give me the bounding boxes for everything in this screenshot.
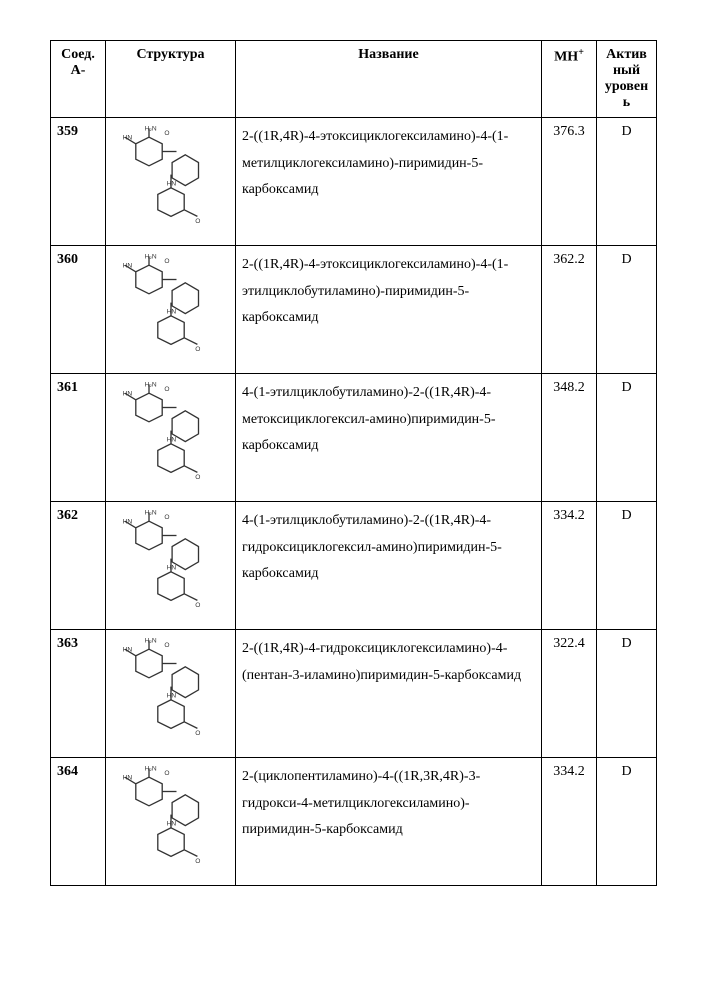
svg-text:H₂N: H₂N xyxy=(144,510,156,517)
cell-name: 4-(1-этилциклобутиламино)-2-((1R,4R)-4-г… xyxy=(236,502,542,630)
table-body: 359 H₂N O HN HN O 2-((1R,4R)-4-этоксицик… xyxy=(51,118,657,886)
cell-mh: 362.2 xyxy=(542,246,597,374)
table-row: 362 H₂N O HN HN O 4-(1-этилциклобутилами… xyxy=(51,502,657,630)
cell-id: 360 xyxy=(51,246,106,374)
svg-text:O: O xyxy=(164,386,169,393)
cell-activity: D xyxy=(597,630,657,758)
cell-id: 361 xyxy=(51,374,106,502)
svg-text:O: O xyxy=(164,514,169,521)
cell-id: 359 xyxy=(51,118,106,246)
svg-text:H₂N: H₂N xyxy=(144,766,156,773)
structure-diagram: H₂N O HN HN O xyxy=(116,764,226,874)
svg-text:HN: HN xyxy=(122,518,132,525)
svg-text:O: O xyxy=(164,770,169,777)
structure-diagram: H₂N O HN HN O xyxy=(116,636,226,746)
svg-text:HN: HN xyxy=(166,309,176,316)
structure-diagram: H₂N O HN HN O xyxy=(116,252,226,362)
cell-activity: D xyxy=(597,374,657,502)
svg-text:O: O xyxy=(164,642,169,649)
header-mh: MH+ xyxy=(542,41,597,118)
cell-structure: H₂N O HN HN O xyxy=(106,502,236,630)
table-row: 360 H₂N O HN HN O 2-((1R,4R)-4-этоксицик… xyxy=(51,246,657,374)
cell-activity: D xyxy=(597,758,657,886)
cell-structure: H₂N O HN HN O xyxy=(106,118,236,246)
svg-text:HN: HN xyxy=(122,646,132,653)
svg-text:HN: HN xyxy=(122,134,132,141)
cell-activity: D xyxy=(597,246,657,374)
cell-structure: H₂N O HN HN O xyxy=(106,630,236,758)
table-header-row: Соед. A- Структура Название MH+ Актив ны… xyxy=(51,41,657,118)
svg-text:O: O xyxy=(195,346,200,353)
cell-mh: 334.2 xyxy=(542,502,597,630)
cell-structure: H₂N O HN HN O xyxy=(106,246,236,374)
table-row: 361 H₂N O HN HN O 4-(1-этилциклобутилами… xyxy=(51,374,657,502)
svg-text:HN: HN xyxy=(166,565,176,572)
cell-name: 2-((1R,4R)-4-этоксициклогексиламино)-4-(… xyxy=(236,118,542,246)
svg-text:H₂N: H₂N xyxy=(144,638,156,645)
svg-text:H₂N: H₂N xyxy=(144,382,156,389)
svg-text:HN: HN xyxy=(166,693,176,700)
svg-text:H₂N: H₂N xyxy=(144,254,156,261)
cell-activity: D xyxy=(597,118,657,246)
svg-text:O: O xyxy=(164,258,169,265)
svg-text:H₂N: H₂N xyxy=(144,126,156,133)
cell-mh: 322.4 xyxy=(542,630,597,758)
table-row: 364 H₂N O HN HN O 2-(циклопентиламино)-4… xyxy=(51,758,657,886)
header-structure: Структура xyxy=(106,41,236,118)
cell-name: 2-((1R,4R)-4-этоксициклогексиламино)-4-(… xyxy=(236,246,542,374)
svg-text:O: O xyxy=(195,602,200,609)
cell-structure: H₂N O HN HN O xyxy=(106,374,236,502)
header-id: Соед. A- xyxy=(51,41,106,118)
svg-text:O: O xyxy=(195,858,200,865)
svg-text:HN: HN xyxy=(166,437,176,444)
svg-text:HN: HN xyxy=(166,821,176,828)
cell-activity: D xyxy=(597,502,657,630)
cell-id: 362 xyxy=(51,502,106,630)
cell-structure: H₂N O HN HN O xyxy=(106,758,236,886)
svg-text:O: O xyxy=(195,730,200,737)
svg-text:O: O xyxy=(164,130,169,137)
header-mh-sup: + xyxy=(578,47,584,58)
cell-id: 364 xyxy=(51,758,106,886)
svg-text:O: O xyxy=(195,474,200,481)
cell-mh: 376.3 xyxy=(542,118,597,246)
svg-text:O: O xyxy=(195,218,200,225)
cell-id: 363 xyxy=(51,630,106,758)
compound-table: Соед. A- Структура Название MH+ Актив ны… xyxy=(50,40,657,886)
header-name: Название xyxy=(236,41,542,118)
cell-name: 2-((1R,4R)-4-гидроксициклогексиламино)-4… xyxy=(236,630,542,758)
structure-diagram: H₂N O HN HN O xyxy=(116,508,226,618)
svg-text:HN: HN xyxy=(166,181,176,188)
header-mh-text: MH xyxy=(554,50,578,65)
structure-diagram: H₂N O HN HN O xyxy=(116,380,226,490)
table-row: 363 H₂N O HN HN O 2-((1R,4R)-4-гидроксиц… xyxy=(51,630,657,758)
cell-name: 4-(1-этилциклобутиламино)-2-((1R,4R)-4-м… xyxy=(236,374,542,502)
svg-text:HN: HN xyxy=(122,774,132,781)
structure-diagram: H₂N O HN HN O xyxy=(116,124,226,234)
svg-text:HN: HN xyxy=(122,390,132,397)
cell-mh: 334.2 xyxy=(542,758,597,886)
svg-text:HN: HN xyxy=(122,262,132,269)
cell-mh: 348.2 xyxy=(542,374,597,502)
cell-name: 2-(циклопентиламино)-4-((1R,3R,4R)-3-гид… xyxy=(236,758,542,886)
header-activity: Актив ный уровен ь xyxy=(597,41,657,118)
table-row: 359 H₂N O HN HN O 2-((1R,4R)-4-этоксицик… xyxy=(51,118,657,246)
